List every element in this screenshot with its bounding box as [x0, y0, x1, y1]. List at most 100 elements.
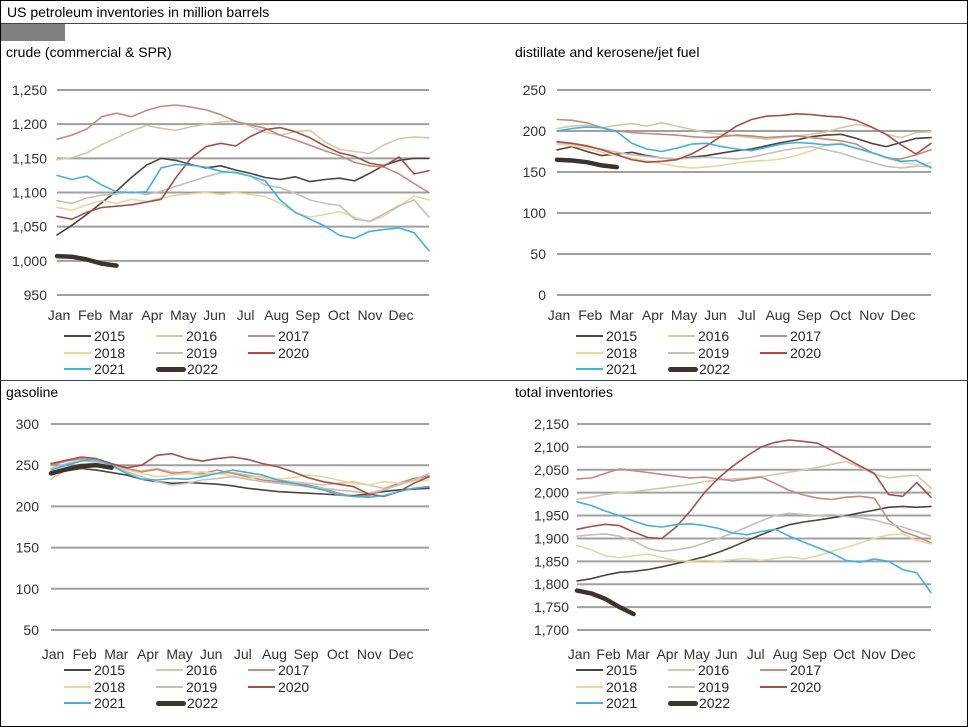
series-line-2020 — [50, 452, 430, 498]
series-line-2015 — [50, 467, 430, 497]
legend-item-2018: 2018 — [576, 679, 668, 696]
x-tick-label: Apr — [137, 646, 159, 662]
legend-item-2022: 2022 — [668, 695, 760, 712]
legend-crude: 2015 2016 2017 2018 2019 2020 2021 2022 — [64, 328, 340, 378]
legend-swatch — [668, 685, 695, 688]
series-line-2017 — [576, 468, 932, 544]
y-tick-label: 250 — [16, 457, 40, 473]
x-tick-label: Jan — [548, 307, 571, 323]
legend-item-2019: 2019 — [156, 345, 248, 362]
y-tick-label: 200 — [523, 123, 547, 139]
x-tick-label: Oct — [830, 307, 852, 323]
legend-item-2016: 2016 — [156, 662, 248, 679]
legend-swatch — [668, 669, 695, 672]
series-line-2021 — [556, 126, 932, 169]
legend-label: 2019 — [186, 344, 218, 361]
series-line-2017 — [56, 104, 430, 194]
legend-label: 2017 — [790, 328, 822, 345]
legend-item-2018: 2018 — [576, 345, 668, 362]
legend-item-2015: 2015 — [64, 662, 156, 679]
legend-swatch — [576, 669, 603, 672]
y-tick-label: 1,950 — [534, 508, 569, 524]
legend-item-2020: 2020 — [760, 679, 852, 696]
series-line-2021 — [576, 501, 932, 594]
x-tick-label: Jul — [738, 307, 756, 323]
y-tick-label: 2,100 — [534, 439, 569, 455]
legend-swatch — [64, 368, 91, 371]
legend-item-2015: 2015 — [576, 328, 668, 345]
y-tick-label: 100 — [523, 205, 547, 221]
chart-title-gasoline: gasoline — [6, 384, 59, 400]
legend-label: 2022 — [187, 695, 219, 712]
y-tick-label: 2,150 — [534, 416, 569, 432]
legend-swatch — [668, 366, 698, 372]
x-tick-label: May — [684, 646, 710, 662]
legend-label: 2017 — [278, 328, 310, 345]
x-tick-label: Dec — [389, 646, 414, 662]
x-tick-label: Aug — [773, 646, 798, 662]
y-tick-label: 1,100 — [12, 185, 47, 201]
y-tick-label: 2,050 — [534, 462, 569, 478]
x-tick-label: Jan — [568, 646, 591, 662]
series-line-2019 — [56, 171, 430, 222]
legend-label: 2017 — [278, 662, 310, 679]
legend-label: 2016 — [186, 328, 218, 345]
x-tick-label: Sep — [294, 646, 319, 662]
x-tick-label: Dec — [891, 646, 916, 662]
y-tick-label: 950 — [24, 287, 48, 303]
chart-title-crude: crude (commercial & SPR) — [6, 44, 172, 60]
series-line-2016 — [576, 460, 932, 501]
x-tick-label: Sep — [295, 307, 320, 323]
y-tick-label: 1,800 — [534, 576, 569, 592]
legend-label: 2022 — [699, 361, 731, 378]
legend-swatch — [156, 351, 183, 354]
x-tick-label: Jan — [48, 307, 71, 323]
x-tick-label: Jul — [747, 646, 765, 662]
legend-swatch — [156, 685, 183, 688]
series-line-2020 — [56, 126, 430, 220]
legend-swatch — [156, 700, 186, 706]
legend-label: 2018 — [606, 344, 638, 361]
legend-label: 2015 — [94, 328, 126, 345]
y-tick-label: 150 — [523, 164, 547, 180]
x-tick-label: Feb — [78, 307, 102, 323]
y-tick-label: 100 — [16, 581, 40, 597]
x-tick-label: Apr — [642, 307, 664, 323]
legend-label: 2018 — [94, 678, 126, 695]
y-tick-label: 250 — [523, 82, 547, 98]
legend-swatch — [668, 335, 695, 338]
legend-swatch — [760, 335, 787, 338]
series-line-2018 — [556, 142, 932, 169]
legend-distillate: 2015 2016 2017 2018 2019 2020 2021 2022 — [576, 328, 852, 378]
x-tick-label: Jul — [237, 307, 255, 323]
y-tick-label: 1,150 — [12, 150, 47, 166]
y-tick-label: 0 — [538, 287, 546, 303]
x-tick-label: Jun — [200, 646, 223, 662]
legend-label: 2021 — [606, 695, 638, 712]
series-line-2022 — [48, 462, 114, 476]
y-tick-label: 1,900 — [534, 530, 569, 546]
series-line-2022 — [54, 253, 119, 268]
legend-item-2021: 2021 — [576, 695, 668, 712]
series-line-2018 — [576, 533, 932, 563]
chart-gasoline: 300 250 200 150 100 50 Jan Feb Mar Apr May Jun Jul Au… — [1, 415, 471, 671]
x-tick-label: Sep — [797, 307, 822, 323]
legend-swatch — [576, 685, 603, 688]
series-line-2016 — [56, 119, 430, 161]
legend-item-2019: 2019 — [668, 345, 760, 362]
legend-item-2020: 2020 — [248, 345, 340, 362]
legend-swatch — [668, 700, 698, 706]
x-tick-label: Aug — [262, 646, 287, 662]
legend-item-2016: 2016 — [668, 662, 760, 679]
legend-swatch — [760, 685, 787, 688]
x-tick-label: Jun — [704, 307, 727, 323]
y-tick-label: 50 — [530, 246, 546, 262]
x-tick-label: Feb — [73, 646, 97, 662]
x-tick-label: May — [671, 307, 697, 323]
legend-swatch — [64, 702, 91, 705]
legend-label: 2022 — [187, 361, 219, 378]
y-tick-label: 1,750 — [534, 599, 569, 615]
section-divider — [1, 380, 967, 381]
